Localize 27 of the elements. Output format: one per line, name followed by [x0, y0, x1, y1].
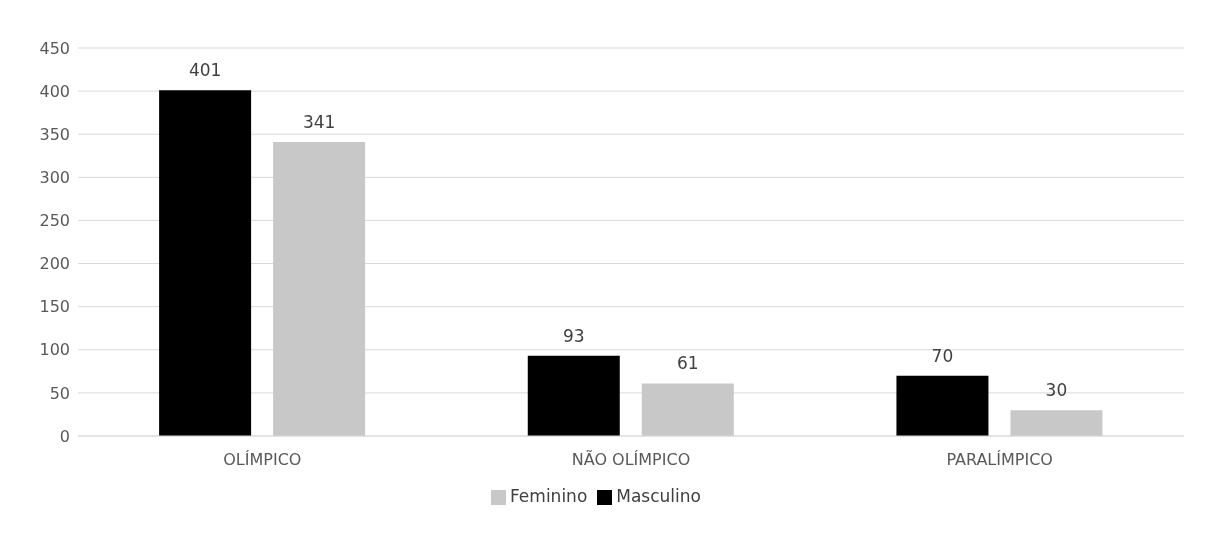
- bar: [1010, 410, 1103, 436]
- bar: [641, 383, 734, 436]
- bar: [896, 375, 989, 436]
- y-tick-label: 300: [39, 168, 70, 188]
- data-label: 401: [188, 60, 222, 81]
- legend-label: Masculino: [616, 486, 701, 506]
- data-label: 61: [676, 353, 699, 374]
- bar: [273, 141, 366, 436]
- data-label: 93: [562, 325, 585, 346]
- data-label: 70: [931, 345, 954, 366]
- legend-label: Feminino: [510, 486, 588, 506]
- y-tick-label: 250: [39, 211, 70, 231]
- bar: [159, 90, 252, 436]
- y-tick-label: 50: [49, 383, 70, 403]
- x-tick-label: NÃO OLÍMPICO: [571, 450, 691, 470]
- y-tick-label: 100: [39, 340, 70, 360]
- bar: [527, 355, 620, 436]
- y-tick-label: 450: [39, 38, 70, 58]
- y-tick-label: 200: [39, 254, 70, 274]
- x-tick-label: OLÍMPICO: [223, 450, 302, 470]
- data-label: 30: [1045, 380, 1068, 401]
- y-tick-label: 350: [39, 124, 70, 144]
- y-tick-label: 150: [39, 297, 70, 317]
- x-tick-label: PARALÍMPICO: [946, 450, 1053, 470]
- y-tick-label: 400: [39, 81, 70, 101]
- data-label: 341: [302, 111, 336, 132]
- y-tick-label: 0: [59, 426, 70, 446]
